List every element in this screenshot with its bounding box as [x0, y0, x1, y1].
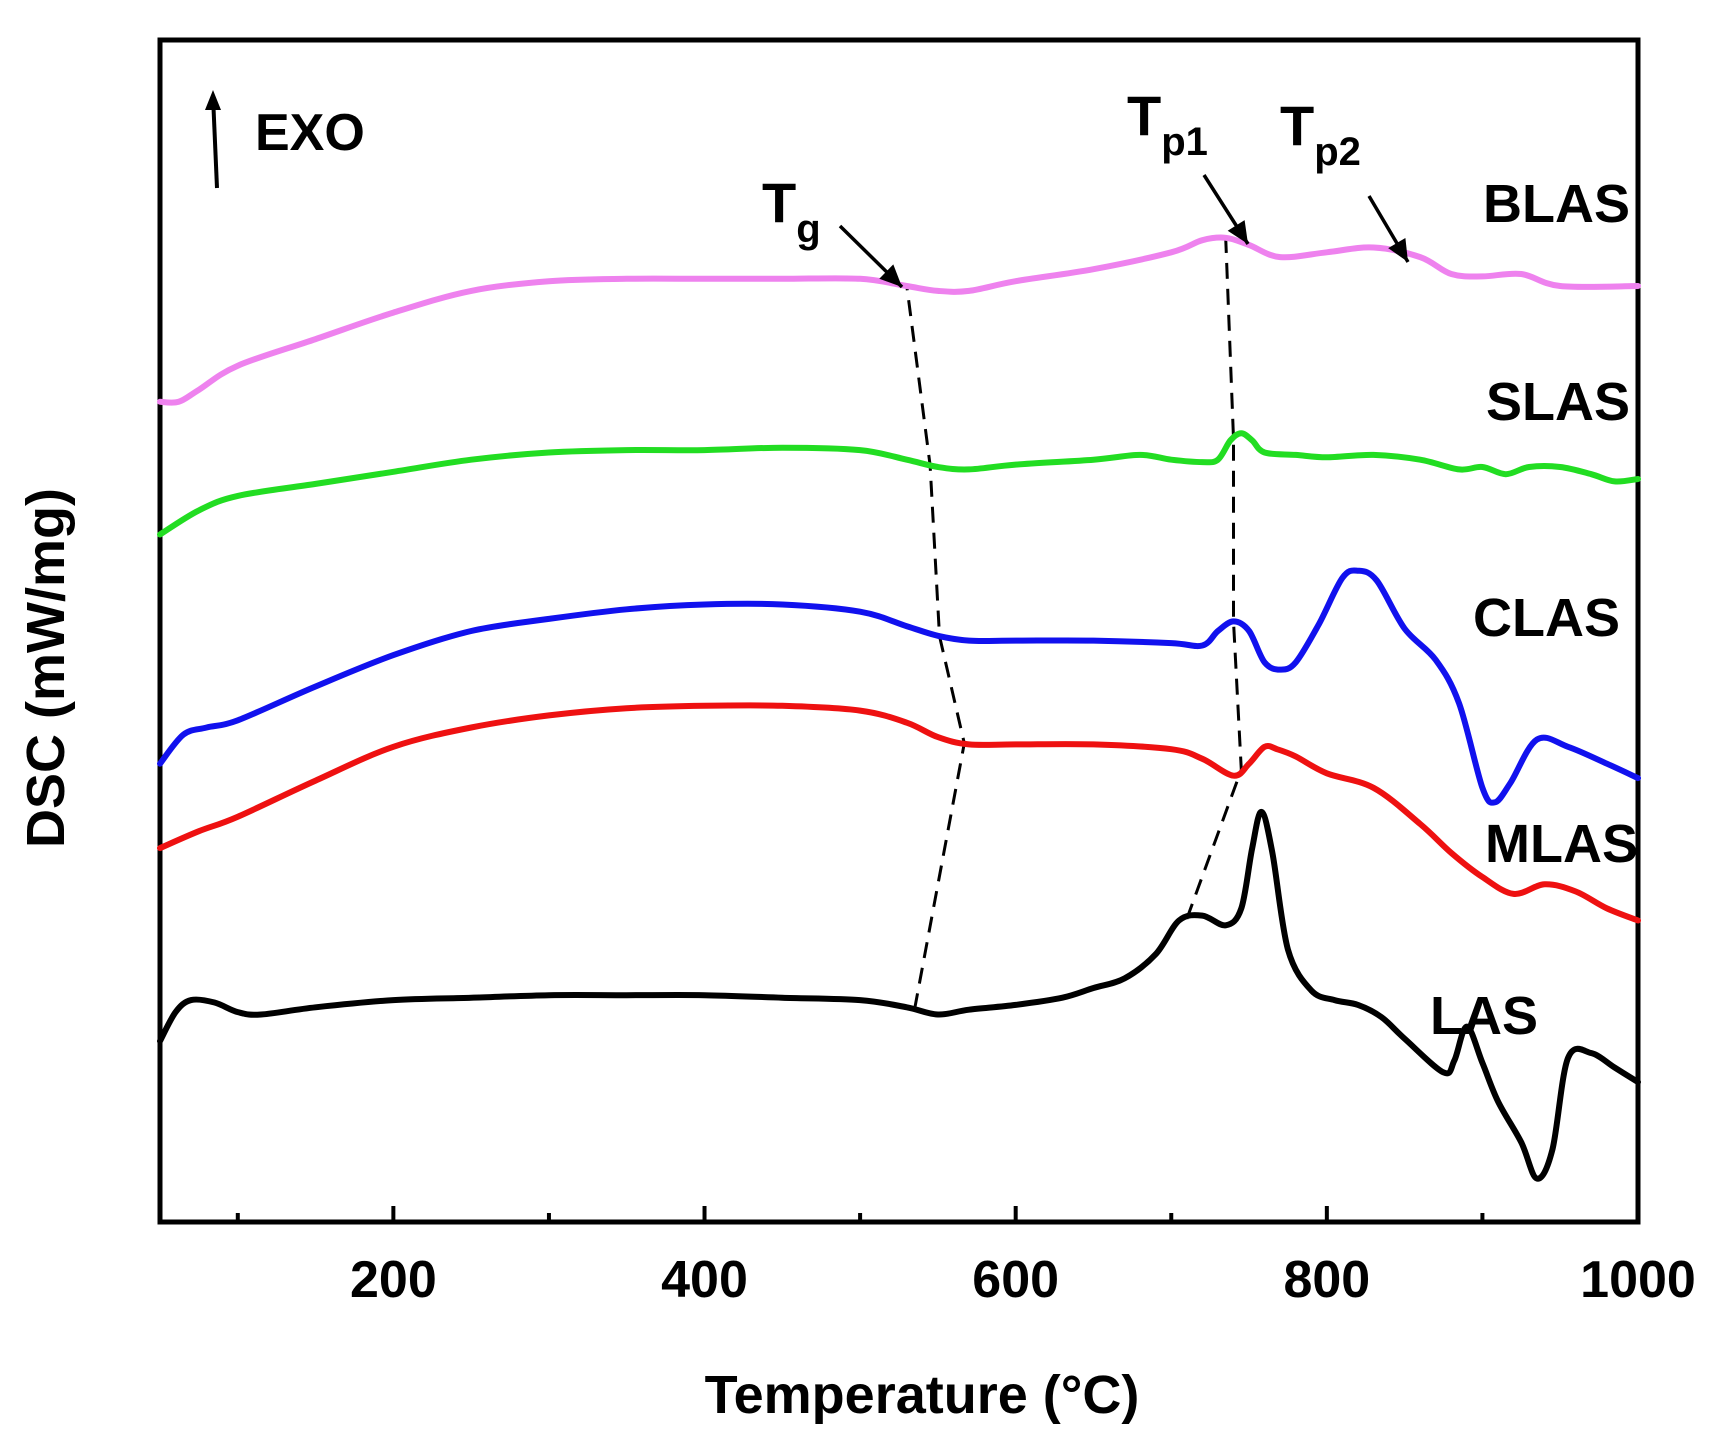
- exo-label: EXO: [255, 104, 365, 162]
- series-line-las: [157, 808, 1641, 1182]
- x-tick-label: 200: [350, 1251, 437, 1309]
- series-line-slas: [157, 430, 1641, 538]
- series-label-blas: BLAS: [1483, 174, 1630, 234]
- annotation-arrowhead-tp1-icon: [1227, 220, 1248, 244]
- series-label-mlas: MLAS: [1485, 814, 1638, 874]
- series-label-clas: CLAS: [1473, 588, 1620, 648]
- plot-frame: [157, 37, 1641, 1225]
- series-line-clas: [157, 567, 1641, 806]
- exo-indicator: EXO: [205, 90, 365, 189]
- x-tick-label: 1000: [1580, 1251, 1696, 1309]
- annotations: Tg Tp1 Tp2: [762, 84, 1410, 289]
- annotation-tg: Tg: [762, 171, 821, 251]
- annotation-tp2: Tp2: [1280, 94, 1361, 174]
- series-curves: [157, 234, 1641, 1182]
- exo-arrow-icon: [211, 95, 219, 189]
- guide-line-tp1: [1185, 237, 1243, 920]
- guide-lines: [905, 237, 1243, 1010]
- plot-area: [157, 37, 1641, 1225]
- annotation-arrowhead-tp2-icon: [1388, 238, 1408, 262]
- exo-arrowhead-icon: [205, 90, 221, 110]
- x-axis-ticks: 200 400 600 800 1000: [235, 1206, 1696, 1309]
- guide-line-tg: [905, 285, 966, 1010]
- series-label-las: LAS: [1430, 986, 1538, 1046]
- series-line-blas: [157, 234, 1641, 406]
- x-tick-label: 800: [1283, 1251, 1370, 1309]
- series-label-slas: SLAS: [1486, 372, 1630, 432]
- series-labels: BLAS SLAS CLAS MLAS LAS: [1430, 174, 1638, 1046]
- annotation-arrowhead-tg-icon: [879, 264, 902, 287]
- series-line-mlas: [157, 702, 1641, 924]
- x-tick-label: 600: [972, 1251, 1059, 1309]
- x-axis-title: Temperature (°C): [705, 1365, 1140, 1425]
- y-axis-title: DSC (mW/mg): [16, 488, 76, 848]
- x-tick-label: 400: [661, 1251, 748, 1309]
- annotation-tp1: Tp1: [1127, 84, 1208, 164]
